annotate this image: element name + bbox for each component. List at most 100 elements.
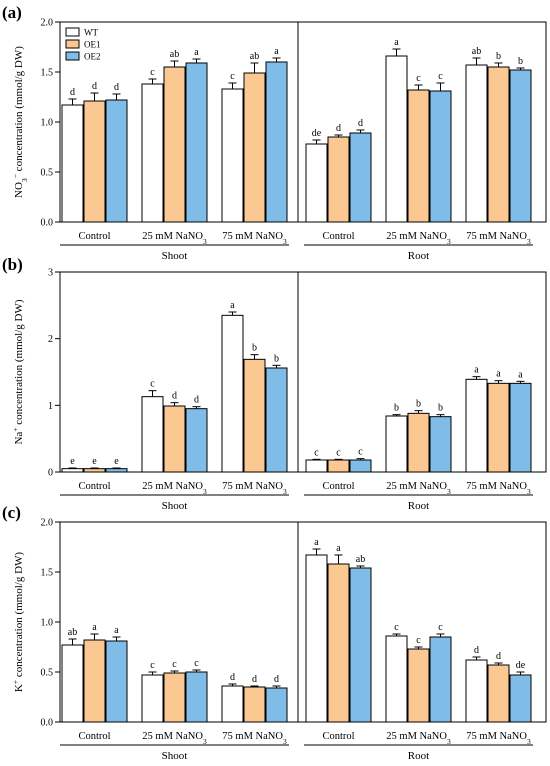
category-label-part-0: 25 mM NaNO (386, 731, 447, 742)
bar-OE1 (243, 72, 266, 223)
bar-OE1 (83, 468, 106, 473)
group-label: Root (408, 500, 429, 512)
significance-letter: a (496, 369, 501, 380)
bar-WT (221, 88, 244, 223)
bar-WT (465, 378, 488, 473)
significance-letter: de (312, 128, 322, 139)
category-label-part-1: 3 (447, 737, 451, 746)
category-label: 75 mM NaNO3 (466, 231, 531, 246)
bar-WT (465, 64, 488, 223)
significance-letter: a (230, 300, 235, 311)
category-label: 25 mM NaNO3 (386, 731, 451, 746)
y-axis-label-part-0: K (13, 684, 25, 692)
category-label-part-1: 3 (203, 237, 207, 246)
significance-letter: c (416, 635, 421, 646)
significance-letter: c (394, 622, 399, 633)
y-tick-label: 0.0 (41, 718, 54, 729)
category-label: 75 mM NaNO3 (222, 481, 287, 496)
category-label-part-0: 75 mM NaNO (466, 481, 527, 492)
significance-letter: b (394, 403, 399, 414)
group-label: Shoot (162, 500, 188, 512)
legend-swatch-WT (65, 27, 80, 37)
significance-letter: e (70, 456, 75, 467)
y-tick-label: 2.0 (41, 518, 54, 529)
significance-letter: d (474, 645, 479, 656)
bar-OE1 (487, 66, 510, 223)
category-label-part-0: Control (322, 731, 354, 742)
bar-WT (305, 459, 328, 473)
significance-letter: a (92, 622, 97, 633)
y-tick-label: 2.0 (41, 18, 54, 29)
legend-swatch-OE2 (65, 51, 80, 61)
category-label-part-1: 3 (283, 487, 287, 496)
y-tick-label: 1 (48, 401, 53, 412)
significance-letter: d (70, 87, 75, 98)
bar-WT (141, 83, 164, 223)
significance-letter: d (172, 391, 177, 402)
y-axis-label-part-3: concentration (mmol/g DW) (13, 46, 25, 174)
y-tick-label: 1.5 (41, 568, 54, 579)
category-label-part-0: 25 mM NaNO (386, 481, 447, 492)
significance-letter: a (194, 47, 199, 58)
significance-letter: d (496, 651, 501, 662)
significance-letter: b (274, 353, 279, 364)
significance-letter: c (150, 660, 155, 671)
bar-OE2 (265, 61, 288, 223)
significance-letter: ab (250, 51, 259, 62)
category-label-part-1: 3 (283, 737, 287, 746)
significance-letter: a (114, 625, 119, 636)
significance-letter: e (92, 456, 97, 467)
bar-OE1 (407, 89, 430, 223)
category-label: Control (322, 731, 354, 742)
bar-OE1 (487, 664, 510, 723)
significance-letter: b (496, 51, 501, 62)
bar-OE2 (509, 674, 532, 723)
significance-letter: d (114, 82, 119, 93)
bar-OE1 (163, 672, 186, 723)
category-label: 75 mM NaNO3 (466, 481, 531, 496)
bar-OE2 (429, 90, 452, 223)
significance-letter: c (438, 622, 443, 633)
bar-WT (305, 143, 328, 223)
category-label: Control (78, 231, 110, 242)
category-label: Control (322, 481, 354, 492)
bar-OE1 (327, 136, 350, 223)
y-axis-label-part-0: NO (13, 182, 25, 198)
significance-letter: c (150, 379, 155, 390)
y-axis-label-part-2: concentration (mmol/g DW) (13, 552, 25, 680)
significance-letter: a (394, 37, 399, 48)
category-label-part-0: 25 mM NaNO (142, 481, 203, 492)
bar-OE2 (185, 671, 208, 723)
legend-swatch-OE1 (65, 39, 80, 49)
category-label-part-1: 3 (203, 737, 207, 746)
category-label-part-1: 3 (447, 237, 451, 246)
significance-letter: d (230, 672, 235, 683)
category-label-part-0: Control (322, 481, 354, 492)
category-label-part-0: Control (322, 231, 354, 242)
significance-letter: c (336, 447, 341, 458)
y-axis-label-part-2: concentration (mmol/g DW) (13, 299, 25, 427)
panel-label: (a) (2, 3, 22, 22)
category-label: 75 mM NaNO3 (222, 731, 287, 746)
bar-OE2 (265, 687, 288, 723)
bar-OE2 (185, 408, 208, 473)
category-label: 25 mM NaNO3 (386, 231, 451, 246)
category-label-part-1: 3 (283, 237, 287, 246)
y-axis-label-part-1: 3 (20, 178, 29, 182)
significance-letter: b (416, 399, 421, 410)
significance-letter: d (194, 395, 199, 406)
bar-OE1 (327, 563, 350, 723)
bar-OE1 (163, 405, 186, 473)
bar-WT (305, 554, 328, 723)
category-label-part-0: Control (78, 731, 110, 742)
category-label-part-0: 75 mM NaNO (222, 481, 283, 492)
group-label: Root (408, 250, 429, 262)
category-label: 25 mM NaNO3 (142, 731, 207, 746)
category-label: 25 mM NaNO3 (142, 231, 207, 246)
category-label: 75 mM NaNO3 (222, 231, 287, 246)
bar-OE1 (407, 648, 430, 723)
y-axis-label: Na+ concentration (mmol/g DW) (11, 299, 26, 444)
panel-label: (b) (2, 255, 23, 274)
category-label-part-1: 3 (527, 737, 531, 746)
bar-OE1 (487, 382, 510, 473)
